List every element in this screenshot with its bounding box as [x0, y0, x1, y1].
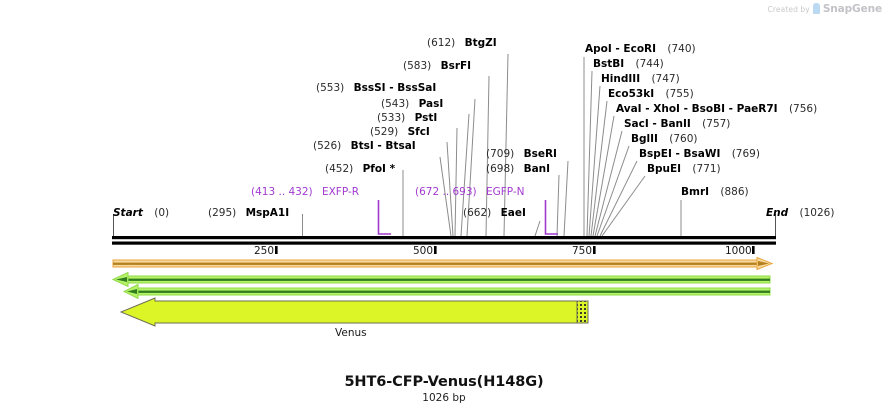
- ruler-ticks-group: [275, 246, 755, 254]
- site-position-bsssi: (553): [316, 82, 345, 94]
- site-name-bstbi: BstBI: [593, 58, 625, 70]
- site-position-pfoi: (452): [325, 163, 354, 175]
- site-name-bani: BanI: [523, 163, 551, 175]
- primer-label-egfp-n[interactable]: (672 .. 693) EGFP-N: [415, 186, 525, 198]
- site-name-hindiii: HindIII: [601, 73, 641, 85]
- site-label-btsi[interactable]: (526) BtsI - BtsaI: [313, 140, 416, 152]
- site-name-btgzi: BtgZI: [464, 37, 497, 49]
- site-position-psti: (533): [377, 112, 406, 124]
- label-start-name: Start: [113, 207, 143, 219]
- feature-track-green-1[interactable]: [111, 271, 771, 288]
- site-position-eaei: (662): [463, 207, 492, 219]
- construct-title: 5HT6-CFP-Venus(H148G): [344, 374, 544, 390]
- ruler-tick-label-250: 250: [254, 245, 275, 257]
- site-label-pasi[interactable]: (543) PasI: [381, 98, 443, 110]
- site-name-bglii: BglII: [631, 133, 658, 145]
- site-name-btsi: BtsI - BtsaI: [350, 140, 416, 152]
- site-position-mspa1i: (295): [208, 207, 237, 219]
- site-position-bglii: (760): [669, 133, 698, 145]
- site-name-bspei-bsawi: BspEI - BsaWI: [639, 148, 721, 160]
- site-name-saci-banii: SacI - BanII: [624, 118, 691, 130]
- label-end-position: (1026): [799, 207, 835, 219]
- site-position-apoi-ecori: (740): [667, 43, 696, 55]
- watermark-brand-label: SnapGene: [822, 3, 882, 15]
- ruler-tick-label-500: 500: [413, 245, 434, 257]
- primer-range-egfp-n: (672 .. 693): [415, 186, 477, 198]
- site-position-btsi: (526): [313, 140, 342, 152]
- site-name-avai-xhoi: AvaI - XhoI - BsoBI - PaeR7I: [616, 103, 778, 115]
- site-position-bstbi: (744): [635, 58, 664, 70]
- site-label-bmri[interactable]: BmrI (886): [681, 186, 749, 198]
- site-label-bspei-bsawi[interactable]: BspEI - BsaWI (769): [639, 148, 760, 160]
- site-label-mspa1i[interactable]: (295) MspA1I: [208, 207, 289, 219]
- site-label-avai-xhoi[interactable]: AvaI - XhoI - BsoBI - PaeR7I (756): [616, 103, 817, 115]
- label-start-position: (0): [154, 207, 170, 219]
- sequence-backbone: [112, 236, 776, 245]
- site-label-bsrfi[interactable]: (583) BsrFI: [403, 60, 471, 72]
- site-position-saci-banii: (757): [702, 118, 731, 130]
- site-label-bstbi[interactable]: BstBI (744): [593, 58, 664, 70]
- site-position-eco53ki: (755): [665, 88, 694, 100]
- site-name-bpuei: BpuEI: [647, 163, 682, 175]
- site-position-btgzi: (612): [427, 37, 456, 49]
- construct-length: 1026 bp: [422, 392, 466, 404]
- site-position-avai-xhoi: (756): [788, 103, 818, 115]
- snapgene-watermark: Created by SnapGene: [767, 2, 882, 15]
- feature-track-orange[interactable]: [112, 256, 774, 271]
- watermark-created-by-label: Created by: [767, 4, 810, 14]
- site-name-psti: PstI: [414, 112, 438, 124]
- site-name-bseri: BseRI: [523, 148, 557, 160]
- feature-track-venus[interactable]: [119, 297, 589, 327]
- primer-range-exfp-r: (413 .. 432): [251, 186, 313, 198]
- site-name-eaei: EaeI: [500, 207, 526, 219]
- site-label-hindiii[interactable]: HindIII (747): [601, 73, 680, 85]
- site-name-eco53ki: Eco53kI: [608, 88, 655, 100]
- site-label-psti[interactable]: (533) PstI: [377, 112, 437, 124]
- site-name-mspa1i: MspA1I: [245, 207, 290, 219]
- site-label-saci-banii[interactable]: SacI - BanII (757): [624, 118, 730, 130]
- feature-label-venus: Venus: [335, 327, 367, 339]
- site-label-eaei[interactable]: (662) EaeI: [463, 207, 526, 219]
- site-name-pfoi: PfoI *: [362, 163, 396, 175]
- snapgene-logo-icon: [812, 2, 820, 14]
- label-start: Start (0): [113, 207, 169, 219]
- primer-label-exfp-r[interactable]: (413 .. 432) EXFP-R: [251, 186, 359, 198]
- site-name-sfci: SfcI: [407, 126, 430, 138]
- label-end: End (1026): [766, 207, 834, 219]
- site-name-bmri: BmrI: [681, 186, 710, 198]
- primer-leader-lines-group: [377, 200, 558, 235]
- site-position-pasi: (543): [381, 98, 410, 110]
- site-label-eco53ki[interactable]: Eco53kI (755): [608, 88, 694, 100]
- label-end-name: End: [766, 207, 789, 219]
- site-label-bani[interactable]: (698) BanI: [486, 163, 550, 175]
- site-label-bseri[interactable]: (709) BseRI: [486, 148, 557, 160]
- site-label-bpuei[interactable]: BpuEI (771): [647, 163, 721, 175]
- site-label-apoi-ecori[interactable]: ApoI - EcoRI (740): [585, 43, 696, 55]
- site-name-apoi-ecori: ApoI - EcoRI: [585, 43, 657, 55]
- site-position-bseri: (709): [486, 148, 515, 160]
- site-position-bmri: (886): [720, 186, 749, 198]
- site-name-bsssi: BssSI - BssSaI: [353, 82, 437, 94]
- feature-track-green-2[interactable]: [122, 283, 771, 300]
- site-position-bani: (698): [486, 163, 515, 175]
- site-position-hindiii: (747): [651, 73, 680, 85]
- site-label-bglii[interactable]: BglII (760): [631, 133, 698, 145]
- site-label-sfci[interactable]: (529) SfcI: [370, 126, 430, 138]
- ruler-tick-label-1000: 1000: [725, 245, 752, 257]
- site-label-pfoi[interactable]: (452) PfoI *: [325, 163, 395, 175]
- ruler-tick-label-750: 750: [572, 245, 593, 257]
- site-position-sfci: (529): [370, 126, 399, 138]
- primer-name-egfp-n: EGFP-N: [485, 186, 525, 198]
- site-position-bspei-bsawi: (769): [731, 148, 760, 160]
- site-position-bpuei: (771): [692, 163, 721, 175]
- site-label-bsssi[interactable]: (553) BssSI - BssSaI: [316, 82, 436, 94]
- site-name-pasi: PasI: [418, 98, 444, 110]
- site-position-bsrfi: (583): [403, 60, 432, 72]
- site-label-btgzi[interactable]: (612) BtgZI: [427, 37, 497, 49]
- primer-name-exfp-r: EXFP-R: [321, 186, 360, 198]
- leader-lines-group: [113, 53, 776, 237]
- site-name-bsrfi: BsrFI: [440, 60, 472, 72]
